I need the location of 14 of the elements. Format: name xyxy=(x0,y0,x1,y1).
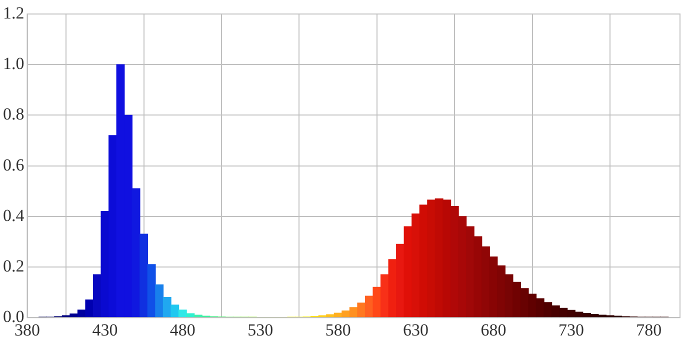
y-tick-label: 1.2 xyxy=(3,3,24,22)
y-tick-label: 1.0 xyxy=(3,54,24,74)
x-tick-label: 430 xyxy=(92,320,118,340)
y-tick-label: 0.4 xyxy=(3,206,25,225)
y-tick-label: 0.2 xyxy=(3,256,24,276)
x-tick-label: 580 xyxy=(325,320,351,340)
x-tick-label: 530 xyxy=(248,320,274,340)
y-tick-label: 0.6 xyxy=(3,155,24,174)
x-tick-label: 680 xyxy=(480,320,506,340)
x-tick-label: 480 xyxy=(170,320,196,340)
x-tick-label: 780 xyxy=(636,320,662,340)
y-tick-label: 0.8 xyxy=(3,104,24,124)
x-tick-label: 730 xyxy=(558,320,584,340)
x-tick-label: 630 xyxy=(403,320,429,340)
